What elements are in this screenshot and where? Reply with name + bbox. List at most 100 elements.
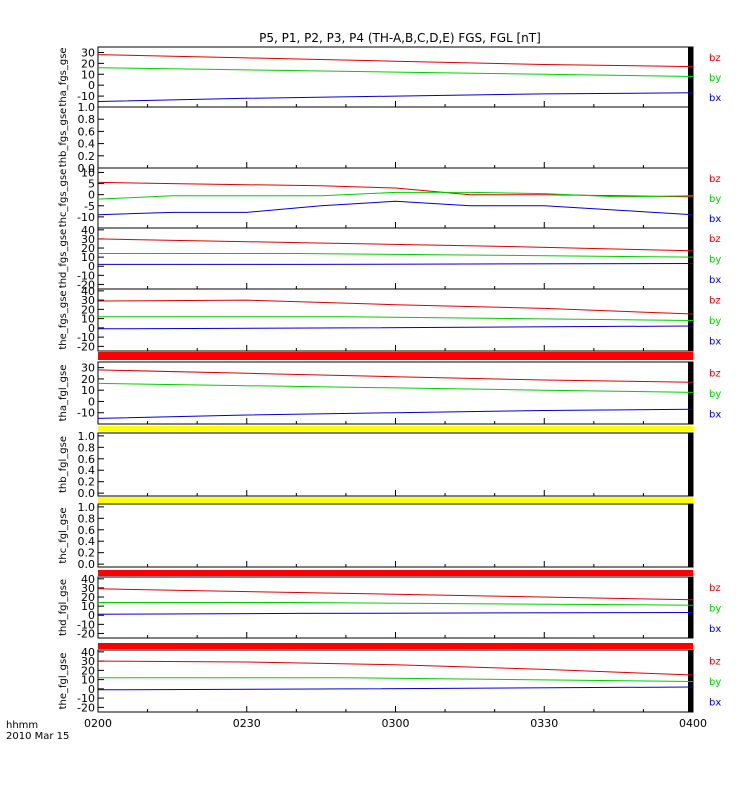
y-tick-label: 20: [81, 373, 95, 386]
legend-entry-bx: bx: [709, 93, 721, 104]
panel-frame: [97, 106, 694, 169]
y-axis-label: thd_fgs_gse: [58, 229, 69, 288]
panel-edge-bar: [688, 107, 693, 168]
y-tick-label: 1.0: [78, 101, 96, 114]
y-tick-label: 0.6: [78, 524, 96, 537]
y-tick-label: 30: [81, 655, 95, 668]
panel-edge-bar: [688, 168, 693, 228]
y-tick-label: -10: [77, 90, 95, 103]
y-axis-label: tha_fgs_gse: [58, 47, 69, 106]
series-line-by: [97, 191, 694, 200]
y-tick-label: 0.8: [78, 113, 96, 126]
series-line-bx: [98, 263, 694, 265]
series-line-bz: [97, 660, 694, 676]
panel-edge-bar: [688, 577, 693, 638]
y-tick-label: 0.2: [78, 150, 96, 163]
y-axis-label: thb_fgs_gse: [58, 108, 69, 167]
separator-bar: [98, 426, 693, 431]
y-tick-label: 0.4: [78, 138, 96, 151]
y-tick-label: 20: [81, 57, 95, 70]
y-tick-label: 20: [81, 303, 95, 316]
panel-edge-bar: [688, 362, 693, 424]
y-tick-label: -10: [77, 692, 95, 705]
y-axis-label: thb_fgl_gse: [58, 436, 69, 493]
y-tick-label: 1.0: [78, 501, 96, 514]
y-tick-label: 10: [81, 600, 95, 613]
y-tick-label: 0.6: [78, 125, 96, 138]
separator-bar: [98, 352, 693, 360]
y-tick-label: -10: [77, 331, 95, 344]
series-line-bz: [97, 588, 694, 601]
legend-entry-bz: bz: [709, 295, 721, 306]
y-tick-label: 0.0: [78, 487, 96, 500]
series-line-by: [97, 67, 694, 77]
legend-entry-bz: bz: [709, 368, 721, 379]
y-tick-label: -20: [77, 340, 95, 353]
legend-entry-by: by: [709, 194, 721, 205]
legend-entry-bx: bx: [709, 410, 721, 421]
y-tick-label: 0.2: [78, 547, 96, 560]
panel-thb_fgs_gse: 0.00.20.40.60.81.0 thb_fgs_gse: [58, 101, 694, 175]
y-axis-label: tha_fgl_gse: [58, 365, 69, 422]
y-tick-label: -20: [77, 701, 95, 714]
x-axis-label-date: 2010 Mar 15: [6, 731, 69, 742]
legend-entry-bx: bx: [709, 214, 721, 225]
y-tick-label: 10: [81, 166, 95, 179]
panel-frame: [97, 576, 694, 639]
series-line-by: [98, 253, 694, 258]
y-tick-label: -20: [77, 278, 95, 291]
y-tick-label: 0.0: [78, 558, 96, 571]
series-line-bz: [97, 54, 694, 68]
series-line-by: [98, 316, 694, 321]
series-line-bz: [97, 181, 694, 198]
y-axis-label: the_fgl_gse: [58, 653, 69, 710]
series-line-bx: [97, 408, 694, 419]
x-axis-label-units: hhmm: [6, 720, 38, 731]
legend-entry-bx: bx: [709, 275, 721, 286]
separator-bar: [98, 570, 693, 576]
y-tick-label: 30: [81, 362, 95, 375]
legend-entry-bx: bx: [709, 624, 721, 635]
legend-entry-bx: bx: [709, 698, 721, 709]
separator-bar: [98, 643, 693, 649]
y-tick-label: 10: [81, 674, 95, 687]
series-line-bx: [97, 686, 694, 691]
legend-entry-by: by: [709, 677, 721, 688]
figure-title: P5, P1, P2, P3, P4 (TH-A,B,C,D,E) FGS, F…: [259, 31, 541, 45]
y-tick-label: 10: [81, 251, 95, 264]
series-line-by: [97, 382, 694, 393]
x-tick-label: 0200: [84, 717, 112, 730]
x-tick-label: 0300: [382, 717, 410, 730]
y-tick-label: 10: [81, 384, 95, 397]
y-tick-label: 40: [81, 573, 95, 586]
x-tick-label: 0400: [679, 717, 707, 730]
y-tick-label: 10: [81, 68, 95, 81]
series-line-bx: [97, 92, 694, 102]
legend-entry-by: by: [709, 316, 721, 327]
series-line-by: [98, 677, 694, 682]
y-tick-label: 0: [88, 683, 95, 696]
legend-entry-by: by: [709, 604, 721, 615]
y-tick-label: 0.6: [78, 453, 96, 466]
y-tick-label: 40: [81, 646, 95, 659]
series-line-bz: [97, 238, 694, 252]
x-axis: 0200 0230 0300 0330 0400: [84, 717, 707, 730]
y-tick-label: 5: [88, 178, 95, 191]
y-tick-label: 20: [81, 664, 95, 677]
series-line-bz: [97, 369, 694, 383]
panel-frame: [97, 503, 694, 568]
legend-entry-bz: bz: [709, 656, 721, 667]
series-line-bx: [97, 325, 694, 330]
panel-frame: [97, 227, 694, 290]
y-tick-label: 0.8: [78, 441, 96, 454]
y-tick-label: 0: [88, 322, 95, 335]
separator-bars: [98, 352, 693, 649]
panel-frame: [97, 167, 694, 229]
separator-bar: [98, 497, 693, 503]
y-axis-label: thc_fgl_gse: [58, 507, 69, 563]
